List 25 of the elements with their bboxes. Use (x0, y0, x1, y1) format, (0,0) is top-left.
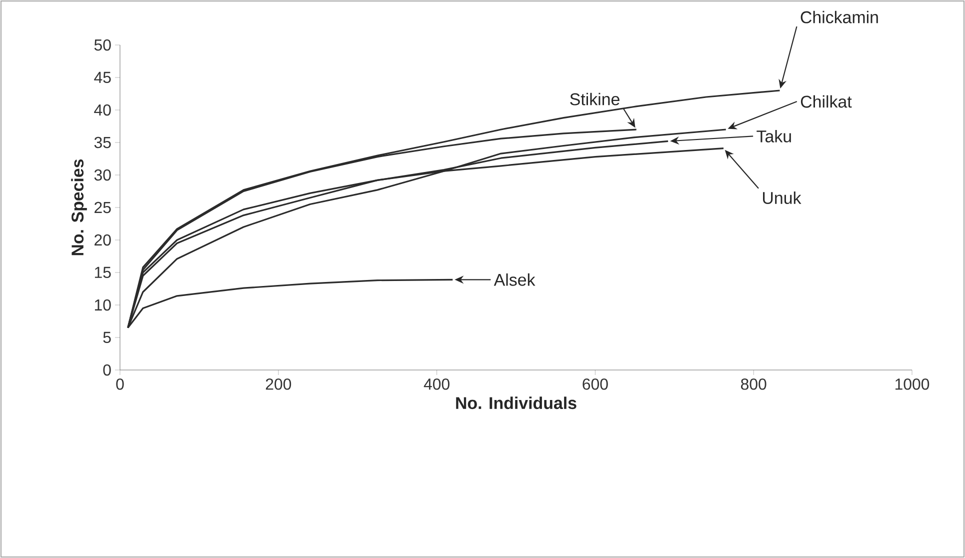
x-tick-label: 800 (741, 378, 766, 390)
y-tick-label: 30 (94, 169, 111, 181)
text: Unuk (763, 192, 802, 204)
y-tick-label: 45 (94, 72, 111, 84)
x-tick-label: 400 (424, 378, 450, 390)
y-tick-label: 5 (103, 332, 111, 344)
x-axis-title: No. Individuals (456, 396, 576, 410)
legend-label: Taku (756, 130, 791, 142)
x-tick-label: 1000 (896, 378, 930, 390)
legend-label: Alsek (494, 273, 536, 286)
text: Chickamin (800, 10, 878, 24)
y-tick-label: 20 (94, 234, 111, 246)
x-tick-label: 0 (116, 378, 124, 390)
y-tick-label: 10 (94, 299, 111, 311)
series-label: Stikine (570, 92, 620, 106)
y-tick-label: 25 (94, 202, 111, 214)
y-tick-label: 0 (103, 364, 111, 376)
y-tick-label: 40 (94, 104, 111, 116)
y-axis-title: No. Species (71, 159, 87, 256)
x-tick-label: 200 (266, 378, 292, 390)
y-tick-label: 50 (94, 39, 111, 51)
y-tick-label: 35 (94, 136, 111, 148)
x-tick-label: 600 (582, 378, 608, 390)
y-tick-label: 15 (94, 266, 111, 278)
text: Chilkat (800, 95, 852, 108)
